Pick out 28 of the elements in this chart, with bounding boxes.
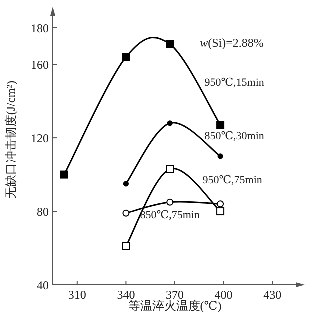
point xyxy=(123,181,129,187)
point xyxy=(218,154,224,160)
x-tick-label: 310 xyxy=(68,288,86,302)
x-axis-title: 等温淬火温度(℃) xyxy=(128,299,222,313)
point xyxy=(60,170,68,179)
point xyxy=(122,53,130,62)
point xyxy=(166,40,174,48)
point xyxy=(167,120,173,126)
y-tick-label: 160 xyxy=(31,58,49,72)
point xyxy=(122,210,130,217)
y-tick-label: 40 xyxy=(37,278,49,292)
annotation: w(Si)=2.88% xyxy=(200,36,264,50)
series-label: 950℃,15min xyxy=(204,77,265,90)
point xyxy=(166,165,174,174)
series-label: 850℃,30min xyxy=(204,130,265,142)
series-label: 950℃,75min xyxy=(202,174,263,187)
y-axis-title: 无缺口冲击韧度(J/cm²) xyxy=(4,80,18,200)
y-tick-label: 180 xyxy=(31,21,49,36)
x-tick-label: 400 xyxy=(214,288,233,302)
point xyxy=(217,200,224,208)
point xyxy=(216,121,225,130)
point xyxy=(216,208,225,216)
y-tick-label: 120 xyxy=(31,132,49,146)
point xyxy=(122,242,130,250)
series-label: 850℃,75min xyxy=(140,209,200,222)
point xyxy=(166,198,174,206)
x-tick-label: 430 xyxy=(264,288,282,302)
y-tick-label: 80 xyxy=(37,205,49,220)
